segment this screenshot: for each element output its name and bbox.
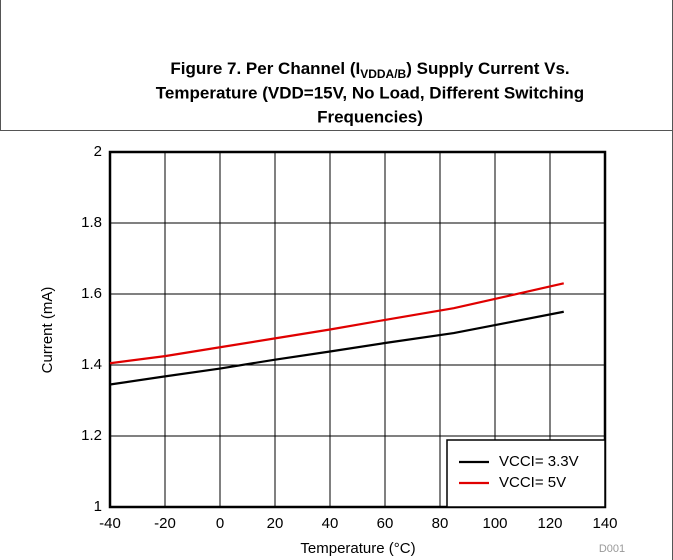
legend-box xyxy=(446,439,606,508)
plot-border xyxy=(108,150,607,509)
y-axis-label: Current (mA) xyxy=(39,287,56,374)
x-axis-label: Temperature (°C) xyxy=(300,540,415,557)
y-tick-label: 1 xyxy=(94,498,102,515)
title-part: ) Supply Current Vs. xyxy=(406,59,569,78)
x-tick-label: 0 xyxy=(216,515,224,532)
title-subscript: VDDA/B xyxy=(360,67,406,81)
x-tick-label: 140 xyxy=(592,515,617,532)
chart-title: Frequencies) xyxy=(317,107,423,126)
chart-title: Temperature (VDD=15V, No Load, Different… xyxy=(156,83,584,102)
x-tick-label: 80 xyxy=(432,515,449,532)
x-tick-label: 60 xyxy=(377,515,394,532)
legend-label: VCCI= 3.3V xyxy=(499,453,579,470)
figure-id: D001 xyxy=(599,543,625,555)
x-tick-label: 100 xyxy=(482,515,507,532)
title-part: Figure 7. Per Channel (I xyxy=(170,59,360,78)
legend-label: VCCI= 5V xyxy=(499,474,566,491)
series-line xyxy=(109,282,564,365)
x-tick-label: 40 xyxy=(322,515,339,532)
chart-title: Figure 7. Per Channel (IVDDA/B) Supply C… xyxy=(170,59,569,81)
x-tick-label: -20 xyxy=(154,515,176,532)
x-tick-label: 20 xyxy=(267,515,284,532)
x-tick-label: 120 xyxy=(537,515,562,532)
y-tick-label: 2 xyxy=(94,143,102,160)
y-tick-label: 1.6 xyxy=(81,285,102,302)
y-tick-label: 1.2 xyxy=(81,427,102,444)
series-line xyxy=(109,310,564,386)
y-tick-label: 1.8 xyxy=(81,214,102,231)
x-tick-label: -40 xyxy=(99,515,121,532)
y-tick-label: 1.4 xyxy=(81,356,102,373)
